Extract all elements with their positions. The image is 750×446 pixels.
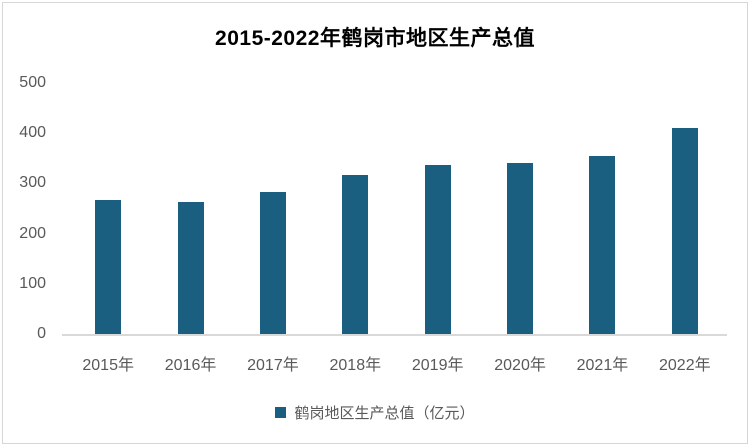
bar-slot-2016年 bbox=[149, 83, 231, 334]
bar-slot-2022年 bbox=[644, 83, 726, 334]
y-tick-label-300: 300 bbox=[19, 174, 46, 192]
bar-2020年 bbox=[507, 163, 534, 334]
legend-label: 鹤岗地区生产总值（亿元） bbox=[294, 405, 475, 422]
chart-title: 2015-2022年鹤岗市地区生产总值 bbox=[215, 27, 535, 50]
y-axis: 0 100 200 300 400 500 bbox=[0, 0, 48, 446]
plot-area bbox=[67, 83, 726, 334]
y-tick-label-500: 500 bbox=[19, 74, 46, 91]
legend: 鹤岗地区生产总值（亿元） bbox=[0, 402, 750, 423]
legend-square-icon bbox=[275, 407, 287, 418]
x-tick-label-2019年: 2019年 bbox=[411, 357, 464, 374]
bar-2022年 bbox=[671, 128, 698, 334]
x-tick-label-2015年: 2015年 bbox=[82, 357, 134, 374]
bar-slot-2019年 bbox=[397, 83, 479, 334]
bar-2016年 bbox=[177, 202, 204, 334]
x-tick-label-2021年: 2021年 bbox=[576, 357, 629, 374]
legend-item: 鹤岗地区生产总值（亿元） bbox=[275, 402, 475, 423]
x-axis-line bbox=[62, 334, 727, 336]
x-tick-label-2017年: 2017年 bbox=[247, 357, 299, 374]
x-axis: 2015年 2016年 2017年 2018年 2019年 2020年 2021年 2022年 bbox=[67, 351, 726, 375]
bar-slot-2021年 bbox=[561, 83, 643, 334]
y-tick-label-400: 400 bbox=[19, 124, 46, 142]
bar-2019年 bbox=[424, 165, 451, 334]
bar-slot-2018年 bbox=[314, 83, 396, 334]
bar-2018年 bbox=[342, 175, 369, 334]
bar-2015年 bbox=[95, 200, 122, 334]
bar-2021年 bbox=[589, 156, 616, 334]
bar-slot-2015年 bbox=[67, 83, 149, 334]
bar-slot-2017年 bbox=[232, 83, 314, 334]
x-tick-label-2020年: 2020年 bbox=[494, 357, 546, 374]
y-tick-label-0: 0 bbox=[37, 325, 46, 342]
bar-2017年 bbox=[259, 192, 286, 334]
x-tick-label-2016年: 2016年 bbox=[164, 357, 217, 374]
y-tick-label-200: 200 bbox=[19, 224, 46, 242]
x-tick-label-2018年: 2018年 bbox=[329, 357, 382, 374]
y-tick-label-100: 100 bbox=[19, 274, 46, 292]
x-tick-label-2022年: 2022年 bbox=[659, 357, 711, 374]
bar-slot-2020年 bbox=[479, 83, 561, 334]
